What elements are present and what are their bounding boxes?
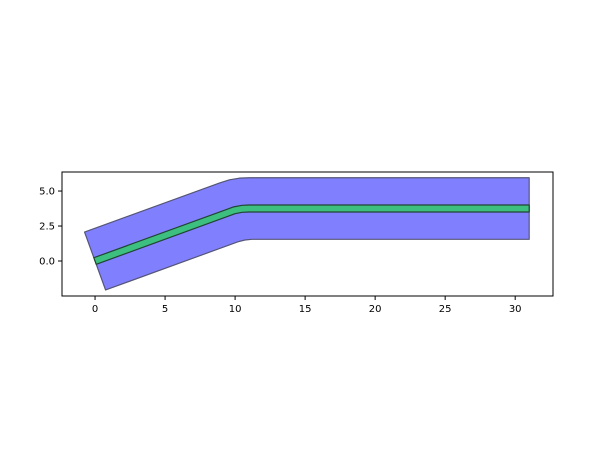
x-tick-label: 5: [162, 304, 168, 315]
cladding-polygon: [83, 177, 530, 291]
x-tick-label: 30: [509, 304, 522, 315]
y-axis: 0.0 2.5 5.0: [39, 187, 62, 268]
x-tick-label: 0: [92, 304, 98, 315]
x-tick-label: 15: [299, 304, 312, 315]
x-tick-label: 25: [439, 304, 452, 315]
y-tick-label: 2.5: [39, 222, 55, 233]
core-polygon: [93, 204, 530, 265]
x-axis: 0 5 10 15 20 25 30: [92, 296, 522, 315]
shapes-layer: [83, 177, 530, 291]
x-tick-label: 10: [229, 304, 242, 315]
x-tick-label: 20: [369, 304, 382, 315]
axes-frame: [61, 171, 554, 297]
y-tick-label: 5.0: [39, 187, 55, 198]
y-tick-label: 0.0: [39, 257, 55, 268]
